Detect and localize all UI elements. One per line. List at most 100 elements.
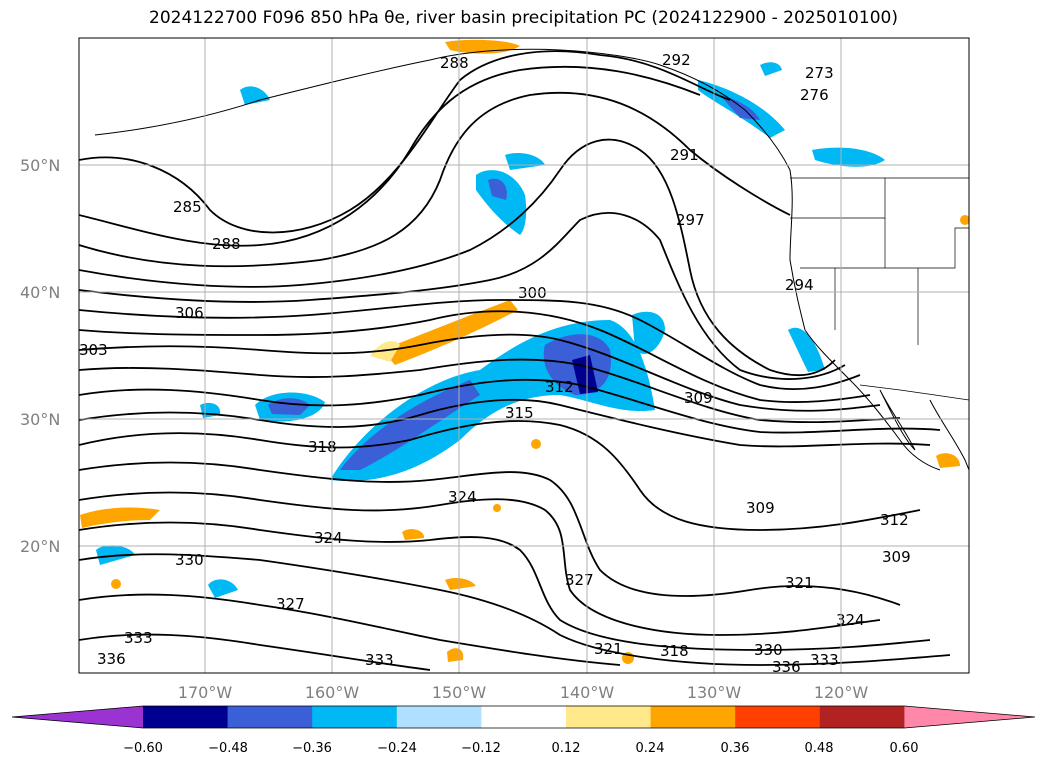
contour-label: 312 <box>880 511 909 529</box>
contour-label: 276 <box>800 86 829 104</box>
precip-positive-patch <box>447 648 464 662</box>
precip-negative-patch <box>488 178 507 200</box>
colorbar-tick: −0.48 <box>208 741 248 756</box>
contour-label: 291 <box>670 146 699 164</box>
colorbar-segment <box>735 706 821 728</box>
border-us-mexico <box>859 384 969 401</box>
map-title: 2024122700 F096 850 hPa θe, river basin … <box>149 8 898 28</box>
colorbar-tick: −0.60 <box>123 741 163 756</box>
contour-label: 288 <box>440 54 469 72</box>
precip-negative-patch <box>476 170 527 235</box>
contour-309 <box>79 358 901 424</box>
lat-label: 40°N <box>20 283 60 302</box>
colorbar-segment <box>396 706 482 728</box>
lon-label: 120°W <box>814 683 869 702</box>
contour-306 <box>79 333 881 412</box>
contour-294 <box>79 138 836 377</box>
contour-label: 303 <box>79 341 108 359</box>
precip-positive-dot <box>531 439 541 449</box>
precip-negative-patch <box>240 86 270 105</box>
precip-negative-patch <box>505 153 545 170</box>
contour-label: 292 <box>662 51 691 69</box>
contour-333 <box>79 593 621 666</box>
map-frame <box>78 37 970 674</box>
contour-324 <box>79 491 881 636</box>
contour-label: 333 <box>810 651 839 669</box>
contour-label: 288 <box>212 235 241 253</box>
colorbar-tick: 0.60 <box>890 741 919 756</box>
contour-336 <box>79 633 431 671</box>
contour-label: 321 <box>594 640 623 658</box>
colorbar-segment <box>481 706 567 728</box>
contour-303 <box>79 310 871 403</box>
precip-positive-patch <box>445 578 476 590</box>
precip-negative-patch <box>812 147 885 167</box>
colorbar-segment <box>650 706 736 728</box>
lon-label: 130°W <box>687 683 742 702</box>
theta-e-contours <box>79 50 951 671</box>
contour-label: 309 <box>746 499 775 517</box>
contour-label: 297 <box>676 211 705 229</box>
coastline-bc <box>659 64 806 331</box>
precip-positive-patch <box>80 507 160 528</box>
contour-330 <box>79 553 951 666</box>
contour-327 <box>79 521 931 651</box>
lat-label: 50°N <box>20 156 60 175</box>
colorbar-segment <box>819 706 905 728</box>
colorbar-tick: 0.48 <box>805 741 834 756</box>
colorbar <box>11 705 1036 729</box>
gridlines <box>79 38 969 673</box>
contour-label: 327 <box>565 571 594 589</box>
contour-label: 318 <box>660 642 689 660</box>
contour-labels: 285 288 288 291 297 300 306 303 294 273 … <box>79 51 911 673</box>
precip-positive-patch <box>370 341 400 362</box>
precip-positive-patch <box>936 453 960 468</box>
precip-negative-patch <box>760 62 782 76</box>
map-panel: 285 288 288 291 297 300 306 303 294 273 … <box>78 37 970 674</box>
precip-negative-patch <box>340 380 480 470</box>
precip-positive-dot <box>493 504 501 512</box>
colorbar-tick: 0.36 <box>721 741 750 756</box>
colorbar-segment <box>227 706 313 728</box>
contour-label: 333 <box>365 651 394 669</box>
coastline-mexico <box>929 399 969 471</box>
contour-label: 285 <box>173 198 202 216</box>
lon-label: 170°W <box>178 683 233 702</box>
colorbar-outline <box>11 705 1036 729</box>
colorbar-segment <box>143 706 229 728</box>
precip-negative-patch <box>720 95 760 120</box>
contour-315 <box>79 398 931 448</box>
coastline-california <box>804 329 941 471</box>
political-borders <box>790 177 969 401</box>
contour-label: 324 <box>448 488 477 506</box>
precip-positive-dot <box>111 579 121 589</box>
lat-labels: 50°N 40°N 30°N 20°N <box>20 156 60 556</box>
contour-label: 321 <box>785 574 814 592</box>
lat-label: 30°N <box>20 410 60 429</box>
precip-negative-patch <box>632 311 665 354</box>
precip-negative-patch <box>208 579 238 598</box>
lat-label: 20°N <box>20 537 60 556</box>
lon-labels: 170°W 160°W 150°W 140°W 130°W 120°W <box>178 683 869 702</box>
colorbar-tick: −0.24 <box>377 741 417 756</box>
contour-label: 309 <box>882 548 911 566</box>
contour-label: 333 <box>124 629 153 647</box>
contour-label: 318 <box>308 438 337 456</box>
coastline-baja <box>879 389 916 451</box>
contour-label: 312 <box>545 378 574 396</box>
contour-label: 300 <box>518 284 547 302</box>
colorbar-tick: 0.24 <box>636 741 665 756</box>
lon-label: 140°W <box>560 683 615 702</box>
colorbar-tick: −0.12 <box>461 741 501 756</box>
contour-label: 324 <box>836 611 865 629</box>
colorbar-extend-max <box>904 706 1035 728</box>
colorbar-tick: 0.12 <box>552 741 581 756</box>
contour-312 <box>79 378 941 434</box>
contour-321 <box>79 461 901 606</box>
precip-positive-dot <box>960 215 969 225</box>
coastlines <box>94 48 969 471</box>
contour-318 <box>79 420 921 531</box>
contour-297 <box>79 212 846 380</box>
contour-label: 336 <box>97 650 126 668</box>
precip-negative-patch <box>788 327 825 372</box>
